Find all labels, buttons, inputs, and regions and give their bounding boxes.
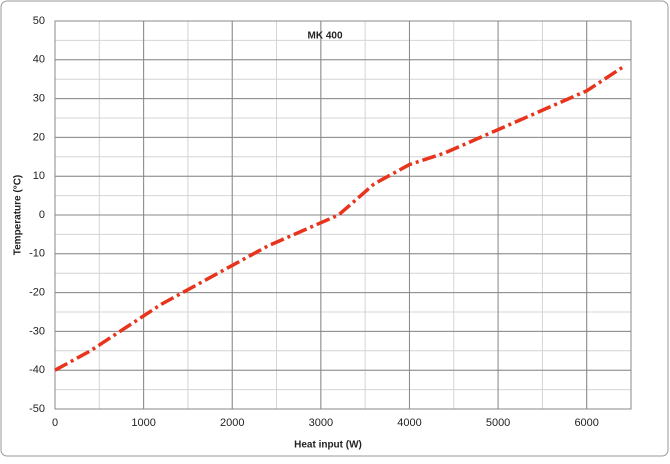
x-tick-label: 2000 <box>220 417 244 429</box>
data-line <box>54 66 624 372</box>
x-tick-label: 6000 <box>574 417 598 429</box>
x-tick-label: 3000 <box>309 417 333 429</box>
y-tick-label: -40 <box>29 364 45 376</box>
y-tick-label: 10 <box>33 170 45 182</box>
y-axis-label: Temperature (°C) <box>13 175 24 256</box>
y-tick-label: 0 <box>39 209 45 221</box>
grid <box>54 20 632 410</box>
plot-border <box>54 20 632 410</box>
y-tick-label: 50 <box>33 15 45 27</box>
x-axis-label: Heat input (W) <box>294 440 362 451</box>
y-tick-label: -20 <box>29 287 45 299</box>
chart-title: MK 400 <box>307 31 342 42</box>
y-tick-label: 40 <box>33 54 45 66</box>
x-tick-label: 5000 <box>486 417 510 429</box>
x-tick-label: 4000 <box>397 417 421 429</box>
y-tick-label: -50 <box>29 403 45 415</box>
y-tick-label: -30 <box>29 325 45 337</box>
y-tick-label: 30 <box>33 93 45 105</box>
y-tick-label: -10 <box>29 248 45 260</box>
x-tick-label: 0 <box>52 417 58 429</box>
y-tick-label: 20 <box>33 131 45 143</box>
x-tick-label: 1000 <box>131 417 155 429</box>
